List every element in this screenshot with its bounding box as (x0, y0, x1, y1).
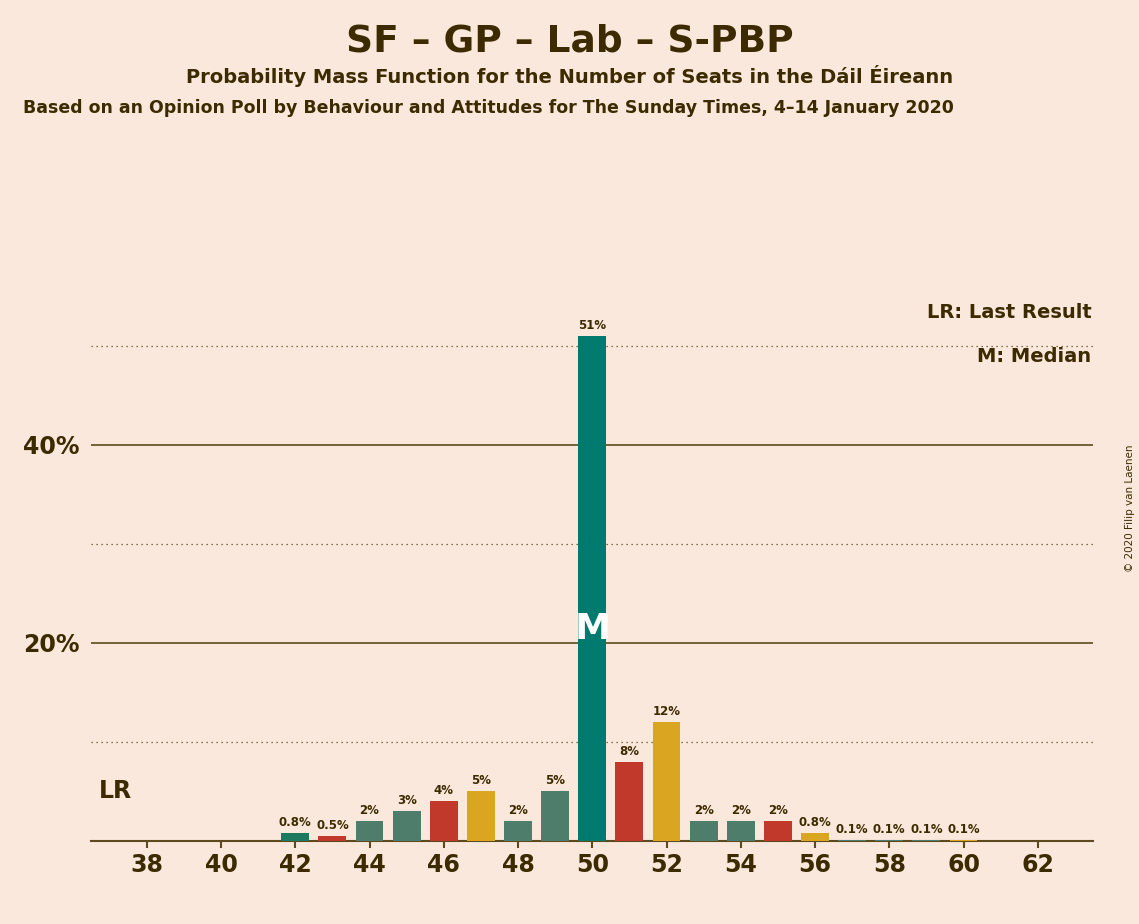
Bar (801, 833, 829, 841)
Text: 2%: 2% (768, 804, 788, 817)
Bar (467, 791, 494, 841)
Bar (876, 840, 903, 841)
Bar (505, 821, 532, 841)
Bar (690, 821, 718, 841)
Text: LR: LR (99, 779, 132, 803)
Text: 0.5%: 0.5% (316, 819, 349, 832)
Text: M: Median: M: Median (977, 347, 1091, 367)
Text: 0.1%: 0.1% (836, 823, 868, 836)
Bar (615, 761, 644, 841)
Text: SF – GP – Lab – S-PBP: SF – GP – Lab – S-PBP (346, 23, 793, 59)
Text: 0.8%: 0.8% (798, 816, 831, 829)
Text: 0.1%: 0.1% (872, 823, 906, 836)
Bar (429, 801, 458, 841)
Text: © 2020 Filip van Laenen: © 2020 Filip van Laenen (1125, 444, 1134, 572)
Bar (393, 811, 420, 841)
Bar (912, 840, 941, 841)
Text: 0.1%: 0.1% (910, 823, 943, 836)
Bar (838, 840, 866, 841)
Text: 2%: 2% (731, 804, 751, 817)
Bar (281, 833, 309, 841)
Text: 0.8%: 0.8% (279, 816, 312, 829)
Text: 2%: 2% (508, 804, 528, 817)
Bar (355, 821, 384, 841)
Text: Based on an Opinion Poll by Behaviour and Attitudes for The Sunday Times, 4–14 J: Based on an Opinion Poll by Behaviour an… (23, 99, 953, 116)
Bar (727, 821, 755, 841)
Text: 5%: 5% (546, 774, 565, 787)
Text: 2%: 2% (694, 804, 714, 817)
Bar (541, 791, 570, 841)
Text: 5%: 5% (470, 774, 491, 787)
Bar (319, 836, 346, 841)
Text: 51%: 51% (579, 319, 606, 332)
Text: 12%: 12% (653, 705, 680, 718)
Text: 3%: 3% (396, 795, 417, 808)
Text: 4%: 4% (434, 784, 453, 797)
Bar (579, 336, 606, 841)
Text: Probability Mass Function for the Number of Seats in the Dáil Éireann: Probability Mass Function for the Number… (186, 65, 953, 87)
Text: 8%: 8% (620, 745, 639, 758)
Text: 2%: 2% (360, 804, 379, 817)
Text: LR: Last Result: LR: Last Result (927, 303, 1091, 322)
Bar (764, 821, 792, 841)
Text: 0.1%: 0.1% (948, 823, 980, 836)
Text: M: M (574, 612, 611, 646)
Bar (653, 722, 680, 841)
Bar (950, 840, 977, 841)
